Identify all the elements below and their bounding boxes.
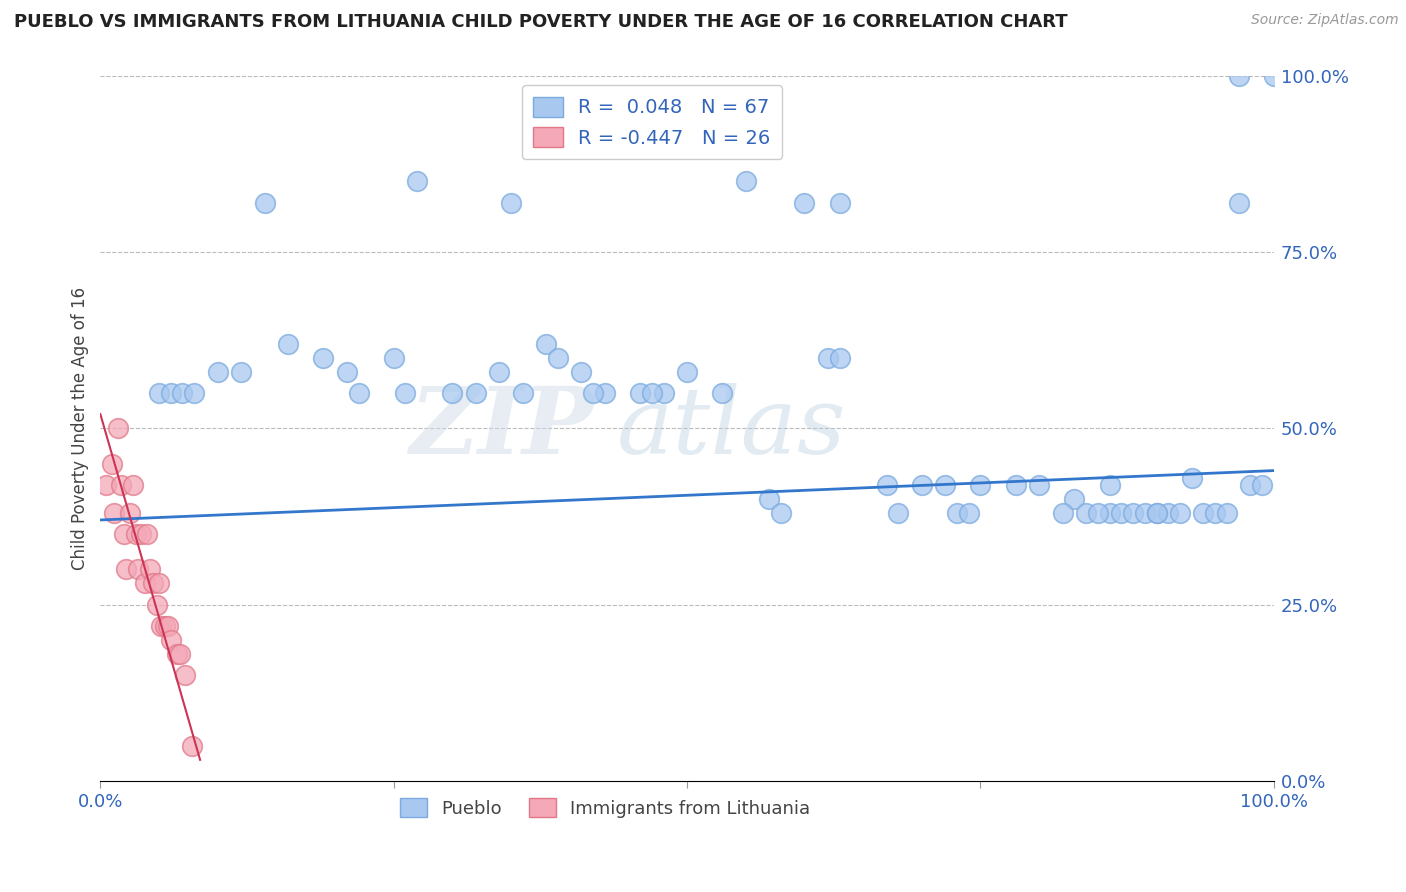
Point — [934, 477, 956, 491]
Point — [1028, 477, 1050, 491]
Point — [153, 619, 176, 633]
Point — [488, 365, 510, 379]
Point — [1087, 506, 1109, 520]
Point — [911, 477, 934, 491]
Text: ZIP: ZIP — [409, 384, 593, 474]
Point — [946, 506, 969, 520]
Point — [127, 562, 149, 576]
Point — [406, 174, 429, 188]
Point — [347, 386, 370, 401]
Point — [1146, 506, 1168, 520]
Point — [148, 576, 170, 591]
Point — [769, 506, 792, 520]
Point — [887, 506, 910, 520]
Point — [131, 527, 153, 541]
Point — [1098, 477, 1121, 491]
Point — [150, 619, 173, 633]
Point — [134, 576, 156, 591]
Point — [1146, 506, 1168, 520]
Text: atlas: atlas — [617, 384, 846, 474]
Point — [711, 386, 734, 401]
Point — [593, 386, 616, 401]
Point — [793, 195, 815, 210]
Point — [1263, 69, 1285, 83]
Point — [122, 477, 145, 491]
Y-axis label: Child Poverty Under the Age of 16: Child Poverty Under the Age of 16 — [72, 286, 89, 570]
Point — [969, 477, 991, 491]
Point — [159, 386, 181, 401]
Point — [1063, 491, 1085, 506]
Point — [501, 195, 523, 210]
Point — [571, 365, 593, 379]
Point — [207, 365, 229, 379]
Text: Source: ZipAtlas.com: Source: ZipAtlas.com — [1251, 13, 1399, 28]
Point — [582, 386, 605, 401]
Point — [312, 351, 335, 365]
Point — [817, 351, 839, 365]
Point — [112, 527, 135, 541]
Point — [1216, 506, 1239, 520]
Legend: Pueblo, Immigrants from Lithuania: Pueblo, Immigrants from Lithuania — [392, 791, 818, 825]
Point — [828, 195, 851, 210]
Point — [169, 647, 191, 661]
Point — [103, 506, 125, 520]
Point — [1122, 506, 1144, 520]
Point — [536, 336, 558, 351]
Point — [124, 527, 146, 541]
Point — [876, 477, 898, 491]
Point — [96, 477, 118, 491]
Point — [758, 491, 780, 506]
Point — [1133, 506, 1156, 520]
Point — [1239, 477, 1261, 491]
Point — [464, 386, 486, 401]
Point — [1004, 477, 1026, 491]
Point — [115, 562, 138, 576]
Point — [145, 598, 167, 612]
Point — [136, 527, 159, 541]
Point — [1181, 470, 1204, 484]
Point — [441, 386, 464, 401]
Point — [142, 576, 165, 591]
Point — [652, 386, 675, 401]
Point — [107, 421, 129, 435]
Point — [828, 351, 851, 365]
Point — [1111, 506, 1133, 520]
Point — [1074, 506, 1097, 520]
Point — [180, 739, 202, 753]
Point — [1204, 506, 1226, 520]
Point — [1227, 195, 1250, 210]
Point — [1168, 506, 1191, 520]
Point — [173, 668, 195, 682]
Point — [1251, 477, 1274, 491]
Point — [110, 477, 132, 491]
Point — [382, 351, 405, 365]
Point — [118, 506, 141, 520]
Point — [172, 386, 194, 401]
Point — [138, 562, 160, 576]
Point — [512, 386, 534, 401]
Point — [277, 336, 299, 351]
Point — [231, 365, 253, 379]
Point — [1227, 69, 1250, 83]
Text: PUEBLO VS IMMIGRANTS FROM LITHUANIA CHILD POVERTY UNDER THE AGE OF 16 CORRELATIO: PUEBLO VS IMMIGRANTS FROM LITHUANIA CHIL… — [14, 13, 1067, 31]
Point — [253, 195, 276, 210]
Point — [1157, 506, 1180, 520]
Point — [628, 386, 651, 401]
Point — [394, 386, 416, 401]
Point — [641, 386, 664, 401]
Point — [166, 647, 188, 661]
Point — [101, 457, 124, 471]
Point — [157, 619, 180, 633]
Point — [183, 386, 205, 401]
Point — [676, 365, 699, 379]
Point — [159, 632, 181, 647]
Point — [734, 174, 756, 188]
Point — [1052, 506, 1074, 520]
Point — [547, 351, 569, 365]
Point — [1192, 506, 1215, 520]
Point — [957, 506, 980, 520]
Point — [336, 365, 359, 379]
Point — [148, 386, 170, 401]
Point — [1098, 506, 1121, 520]
